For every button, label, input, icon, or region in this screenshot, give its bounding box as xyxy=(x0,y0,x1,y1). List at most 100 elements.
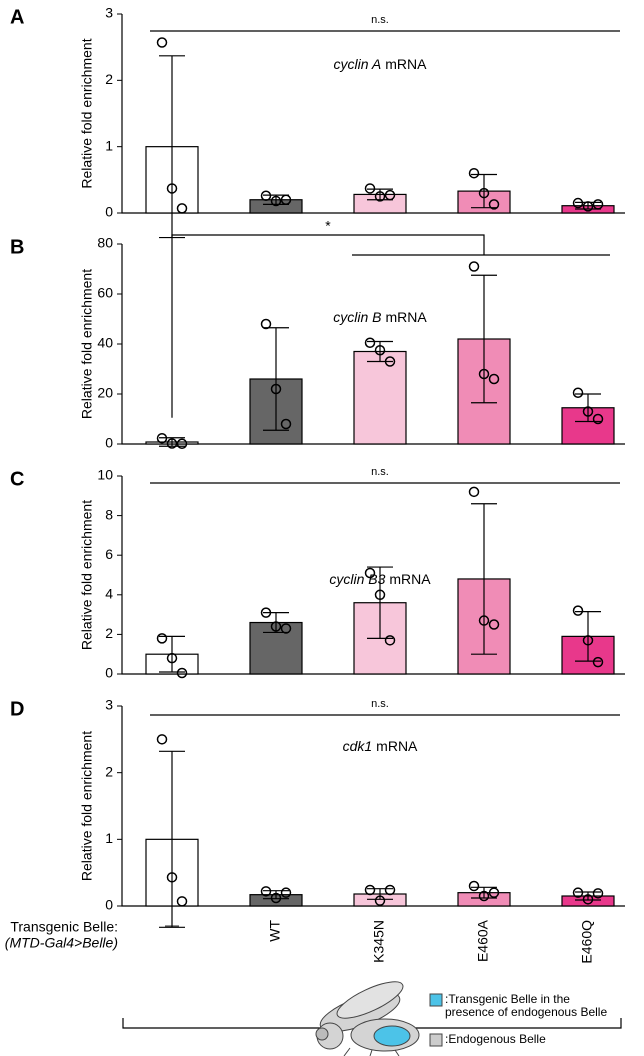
y-tick-label: 0 xyxy=(105,897,113,913)
title-suffix: mRNA xyxy=(376,738,418,754)
y-tick-label: 1 xyxy=(105,830,113,846)
data-point xyxy=(488,199,500,210)
y-tick-label: 60 xyxy=(97,285,113,301)
panel-label: C xyxy=(10,468,24,490)
x-tick-label: — xyxy=(165,917,179,933)
data-point xyxy=(260,607,272,618)
y-tick-label: 0 xyxy=(105,435,113,451)
title-suffix: mRNA xyxy=(386,309,428,325)
data-point xyxy=(384,189,396,201)
legend-swatch xyxy=(429,1033,443,1047)
data-point xyxy=(260,318,272,330)
significance-bracket xyxy=(171,234,610,418)
error-bar xyxy=(367,566,393,639)
data-point xyxy=(176,896,188,907)
panel-label: D xyxy=(10,698,24,720)
title-gene: cyclin A xyxy=(334,56,382,72)
data-point xyxy=(280,887,292,898)
data-point xyxy=(468,880,480,892)
title-suffix: mRNA xyxy=(389,571,431,587)
y-tick-label: 3 xyxy=(105,5,113,21)
error-bar xyxy=(471,503,497,655)
y-tick-label: 80 xyxy=(97,235,113,251)
y-tick-label: 4 xyxy=(105,586,113,602)
data-point xyxy=(280,418,292,430)
y-tick-label: 6 xyxy=(105,546,113,562)
error-bar xyxy=(471,886,497,899)
data-point xyxy=(166,183,178,194)
data-point xyxy=(176,667,188,679)
data-point xyxy=(572,387,584,398)
data-point xyxy=(478,187,490,199)
data-point xyxy=(166,652,178,664)
data-point xyxy=(176,203,188,214)
x-tick-label: E460A xyxy=(475,919,491,962)
x-tick-label: K345N xyxy=(371,920,387,963)
data-point xyxy=(280,194,292,205)
legend-swatch xyxy=(429,993,443,1007)
error-bar xyxy=(367,340,393,363)
error-bar xyxy=(471,274,497,404)
y-axis-label: Relative fold enrichment xyxy=(79,38,95,188)
data-point xyxy=(592,413,604,425)
data-point xyxy=(582,894,594,905)
y-tick-label: 8 xyxy=(105,506,113,522)
data-point xyxy=(582,406,594,417)
y-tick-label: 40 xyxy=(97,335,113,351)
data-point xyxy=(270,195,282,207)
data-point xyxy=(488,373,500,385)
data-point xyxy=(156,433,168,444)
data-point xyxy=(582,201,594,212)
panel-label: B xyxy=(10,236,24,258)
y-tick-label: 2 xyxy=(105,71,113,87)
x-tick-label: E460Q xyxy=(579,920,595,964)
data-point xyxy=(270,892,282,904)
data-point xyxy=(572,197,584,209)
legend-text: presence of endogenous Belle xyxy=(445,1005,607,1019)
data-point xyxy=(488,887,500,898)
data-point xyxy=(260,886,272,897)
data-point xyxy=(166,438,178,449)
data-point xyxy=(478,890,490,902)
title-gene: cyclin B xyxy=(333,309,381,325)
data-point xyxy=(156,633,168,644)
y-axis-label: Relative fold enrichment xyxy=(79,269,95,419)
bar xyxy=(353,350,407,445)
significance-label: n.s. xyxy=(371,14,389,26)
data-point xyxy=(374,589,386,601)
data-point xyxy=(270,621,282,632)
data-point xyxy=(364,567,376,579)
y-axis-label: Relative fold enrichment xyxy=(79,731,95,881)
panel-title: cyclin B3 mRNA xyxy=(329,571,431,587)
x-axis-label: Transgenic Belle: xyxy=(10,919,118,935)
y-tick-label: 10 xyxy=(97,467,113,483)
y-tick-label: 20 xyxy=(97,385,113,401)
data-point xyxy=(468,167,480,179)
data-point xyxy=(478,615,490,626)
data-point xyxy=(260,190,272,202)
title-gene: cyclin B3 xyxy=(329,571,385,587)
data-point xyxy=(156,37,168,48)
data-point xyxy=(468,486,480,498)
y-tick-label: 2 xyxy=(105,763,113,779)
data-point xyxy=(374,345,386,356)
legend-text: :Transgenic Belle in the xyxy=(445,992,570,1006)
data-point xyxy=(156,734,168,745)
data-point xyxy=(364,337,376,348)
y-tick-label: 2 xyxy=(105,625,113,641)
title-suffix: mRNA xyxy=(385,56,427,72)
y-tick-label: 1 xyxy=(105,137,113,153)
data-point xyxy=(364,183,376,194)
data-point xyxy=(374,191,386,202)
data-point xyxy=(468,261,480,272)
data-point xyxy=(582,635,594,646)
x-axis-sublabel: (MTD-Gal4>Belle) xyxy=(5,935,118,951)
data-point xyxy=(384,884,396,896)
error-bar xyxy=(263,890,289,900)
title-gene: cdk1 xyxy=(343,738,373,754)
data-point xyxy=(364,884,376,896)
data-point xyxy=(592,199,604,210)
y-tick-label: 0 xyxy=(105,665,113,681)
